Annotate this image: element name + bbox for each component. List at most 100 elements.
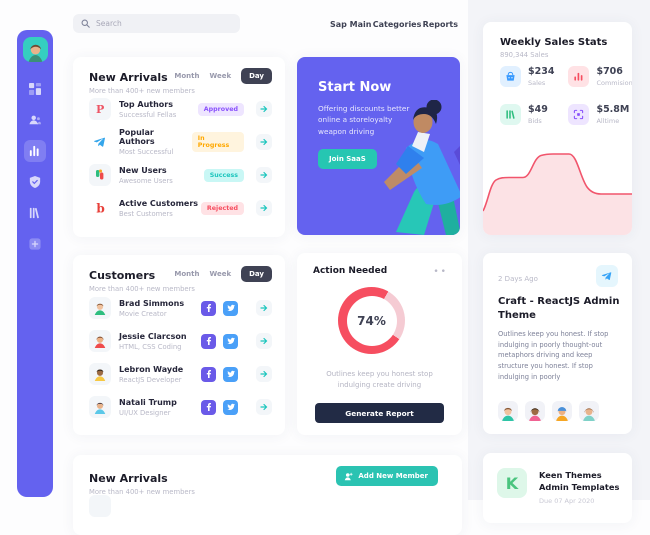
generate-report-button[interactable]: Generate Report [315, 403, 444, 423]
tab-day[interactable]: Day [241, 68, 272, 84]
stat-bids: $49 Bids [500, 104, 554, 125]
sidebar-item-users[interactable] [24, 109, 46, 131]
avatar[interactable] [552, 401, 572, 421]
sidebar-item-analytics[interactable] [24, 140, 46, 162]
list-item: Popular Authors Most Successful In Progr… [89, 128, 272, 156]
tab-month[interactable]: Month [174, 270, 200, 278]
sidebar-item-dashboard[interactable] [24, 78, 46, 100]
nav-link-reports[interactable]: Reports [422, 20, 458, 29]
item-subtitle: Awesome Users [119, 176, 173, 185]
paper-plane-icon [89, 131, 111, 153]
tab-month[interactable]: Month [174, 72, 200, 80]
stat-value: $706 [596, 66, 623, 77]
arrow-right-icon [260, 370, 268, 378]
stat-value: $49 [528, 104, 548, 115]
list-item: New Users Awesome Users Success [89, 163, 272, 187]
twitter-icon[interactable] [223, 399, 238, 415]
keen-logo-icon: K [497, 468, 527, 498]
tab-week[interactable]: Week [209, 72, 232, 80]
list-item-icon-partial [89, 495, 111, 517]
person-add-icon [345, 472, 354, 480]
list-item: P Top Authors Successful Fellas Approved [89, 97, 272, 121]
card-subtitle: More than 400+ new members [89, 488, 195, 496]
item-arrow-button[interactable] [256, 200, 272, 216]
item-arrow-button[interactable] [256, 300, 272, 316]
new-arrivals-bottom-card: New Arrivals More than 400+ new members … [73, 455, 462, 535]
add-new-member-button[interactable]: Add New Member [336, 466, 438, 486]
search-input[interactable] [96, 19, 216, 28]
more-options-icon[interactable]: •• [433, 267, 448, 277]
card-body-text: Outlines keep you honest. If stop indulg… [498, 330, 609, 381]
card-subtitle: More than 400+ new members [89, 285, 195, 293]
users-icon [29, 115, 41, 125]
stat-label: Commision [596, 79, 632, 87]
arrow-right-icon [260, 105, 268, 113]
timestamp: 2 Days Ago [498, 275, 538, 283]
status-badge: Success [203, 168, 244, 182]
stat-value: $5.8M [596, 104, 630, 115]
item-title: Top Authors [119, 99, 174, 109]
stat-label: Sales [528, 79, 546, 87]
customer-row: Natali Trump UI/UX Designer [89, 395, 272, 419]
sales-area-chart [483, 153, 632, 235]
status-badge: Rejected [200, 201, 244, 215]
item-arrow-button[interactable] [256, 134, 272, 150]
top-navigation: Sap Main Categories Reports [330, 20, 458, 29]
item-arrow-button[interactable] [256, 366, 272, 382]
join-saas-button[interactable]: Join SaaS [318, 149, 377, 169]
card-title: New Arrivals [89, 71, 168, 84]
due-date: Due 07 Apr 2020 [539, 497, 595, 505]
customer-role: ReactJS Developer [119, 375, 182, 384]
layout-icon [568, 104, 590, 125]
action-needed-card: Action Needed •• 74% Outlines keep you h… [297, 253, 462, 435]
user-avatar[interactable] [22, 37, 48, 62]
avatar[interactable] [498, 401, 518, 421]
promo-title: Start Now [318, 80, 392, 95]
twitter-icon[interactable] [223, 366, 238, 382]
customer-avatar [89, 396, 111, 418]
tab-day[interactable]: Day [241, 266, 272, 282]
grid-icon [29, 83, 41, 95]
arrow-right-icon [260, 304, 268, 312]
item-arrow-button[interactable] [256, 333, 272, 349]
arrow-right-icon [260, 337, 268, 345]
sidebar-item-add-new[interactable] [24, 233, 46, 255]
nav-link-sap-main[interactable]: Sap Main [330, 20, 372, 29]
customer-role: UI/UX Designer [119, 408, 171, 417]
item-arrow-button[interactable] [256, 167, 272, 183]
avatar-face-icon [28, 44, 42, 62]
avatar[interactable] [525, 401, 545, 421]
team-avatars [498, 401, 599, 421]
card-title: Action Needed [313, 266, 388, 276]
item-arrow-button[interactable] [256, 101, 272, 117]
arrow-right-icon [260, 204, 268, 212]
stat-value: $234 [528, 66, 555, 77]
arrow-right-icon [260, 403, 268, 411]
send-button[interactable] [596, 265, 618, 287]
arrow-right-icon [260, 138, 268, 146]
twitter-icon[interactable] [223, 300, 238, 316]
facebook-icon[interactable] [201, 333, 216, 349]
tab-week[interactable]: Week [209, 270, 232, 278]
customer-name: Brad Simmons [119, 298, 185, 308]
facebook-icon[interactable] [201, 399, 216, 415]
facebook-icon[interactable] [201, 366, 216, 382]
shield-check-icon [29, 176, 41, 188]
customer-name: Lebron Wayde [119, 364, 184, 374]
customer-avatar [89, 363, 111, 385]
library-books-icon [29, 207, 39, 219]
sidebar-item-library[interactable] [24, 202, 46, 224]
item-subtitle: Most Successful [119, 148, 174, 156]
sidebar-item-security[interactable] [24, 171, 46, 193]
facebook-icon[interactable] [201, 300, 216, 316]
twitter-icon[interactable] [223, 333, 238, 349]
search-bar [73, 14, 240, 33]
stat-label: Bids [528, 117, 542, 125]
promo-body: Offering discounts better online a store… [318, 104, 410, 136]
item-arrow-button[interactable] [256, 399, 272, 415]
avatar[interactable] [579, 401, 599, 421]
plurk-logo-icon: P [89, 98, 111, 120]
status-badge: Approved [197, 102, 244, 116]
nav-link-categories[interactable]: Categories [372, 20, 422, 29]
status-badge: In Progress [191, 132, 244, 152]
